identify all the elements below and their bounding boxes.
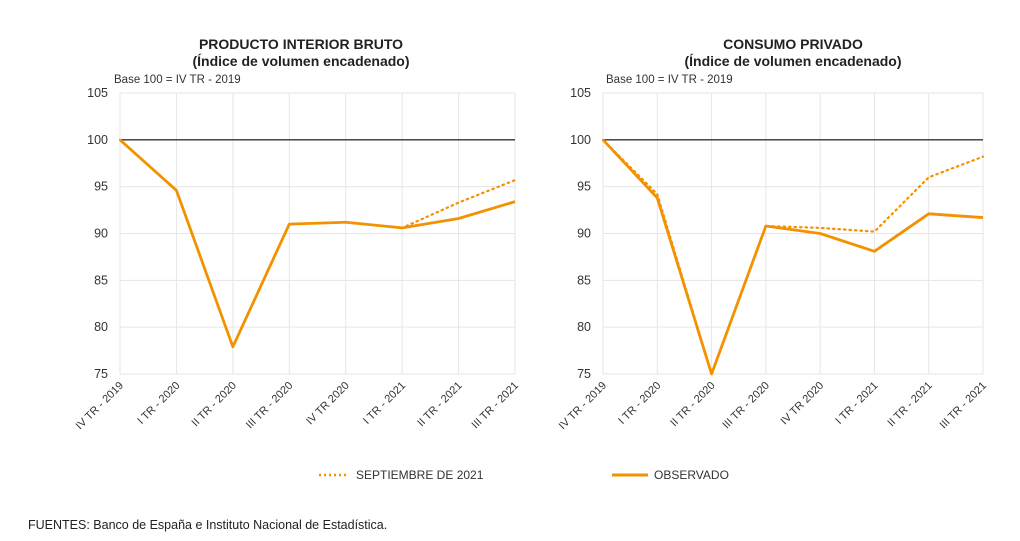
y-tick-label: 90 [577, 227, 591, 241]
x-tick-label: I TR - 2020 [135, 380, 182, 427]
x-tick-label: I TR - 2021 [361, 380, 408, 427]
y-tick-label: 80 [94, 320, 108, 334]
x-tick-label: II TR - 2020 [668, 380, 717, 429]
series-forecast [601, 138, 985, 376]
x-tick-label: III TR - 2020 [720, 380, 772, 432]
legend-observed: OBSERVADO [612, 468, 729, 482]
x-tick-label: III TR - 2021 [938, 380, 990, 432]
source-note: FUENTES: Banco de España e Instituto Nac… [28, 518, 388, 532]
x-tick-label: I TR - 2020 [616, 380, 663, 427]
x-tick-label: II TR - 2021 [415, 380, 464, 429]
title: CONSUMO PRIVADO [723, 36, 863, 52]
y-tick-label: 75 [94, 367, 108, 381]
x-tick-label: I TR - 2021 [833, 380, 880, 427]
x-tick-label: II TR - 2021 [885, 380, 934, 429]
series-forecast [118, 138, 517, 348]
x-tick-label: IV TR 2020 [779, 380, 827, 428]
x-tick-label: IV TR - 2019 [557, 380, 609, 432]
base-note: Base 100 = IV TR - 2019 [114, 74, 241, 86]
legend-forecast: SEPTIEMBRE DE 2021 [318, 468, 483, 482]
y-tick-label: 95 [94, 180, 108, 194]
chart-title-pib: PRODUCTO INTERIOR BRUTO (Índice de volume… [101, 36, 501, 70]
subtitle: (Índice de volumen encadenado) [684, 53, 902, 69]
title: PRODUCTO INTERIOR BRUTO [198, 36, 404, 52]
series-observed [119, 138, 516, 349]
y-tick-label: 100 [87, 133, 108, 147]
subtitle: (Índice de volumen encadenado) [192, 53, 410, 69]
y-tick-label: 90 [94, 227, 108, 241]
y-tick-label: 105 [87, 86, 108, 100]
y-tick-label: 80 [577, 320, 591, 334]
x-tick-label: IV TR 2020 [304, 380, 352, 428]
legend-label: OBSERVADO [654, 468, 729, 482]
x-tick-label: III TR - 2020 [244, 380, 296, 432]
y-tick-label: 75 [577, 367, 591, 381]
series-observed [601, 138, 984, 376]
y-tick-label: 105 [570, 86, 591, 100]
x-tick-label: II TR - 2020 [190, 380, 239, 429]
y-tick-label: 95 [577, 180, 591, 194]
chart-title-consumo: CONSUMO PRIVADO (Índice de volumen encade… [593, 36, 993, 70]
legend-label: SEPTIEMBRE DE 2021 [356, 468, 484, 482]
y-tick-label: 100 [570, 133, 591, 147]
y-tick-label: 85 [577, 273, 591, 287]
base-note: Base 100 = IV TR - 2019 [606, 74, 733, 86]
x-tick-label: III TR - 2021 [470, 380, 522, 432]
x-tick-label: IV TR - 2019 [74, 380, 126, 432]
y-tick-label: 85 [94, 273, 108, 287]
